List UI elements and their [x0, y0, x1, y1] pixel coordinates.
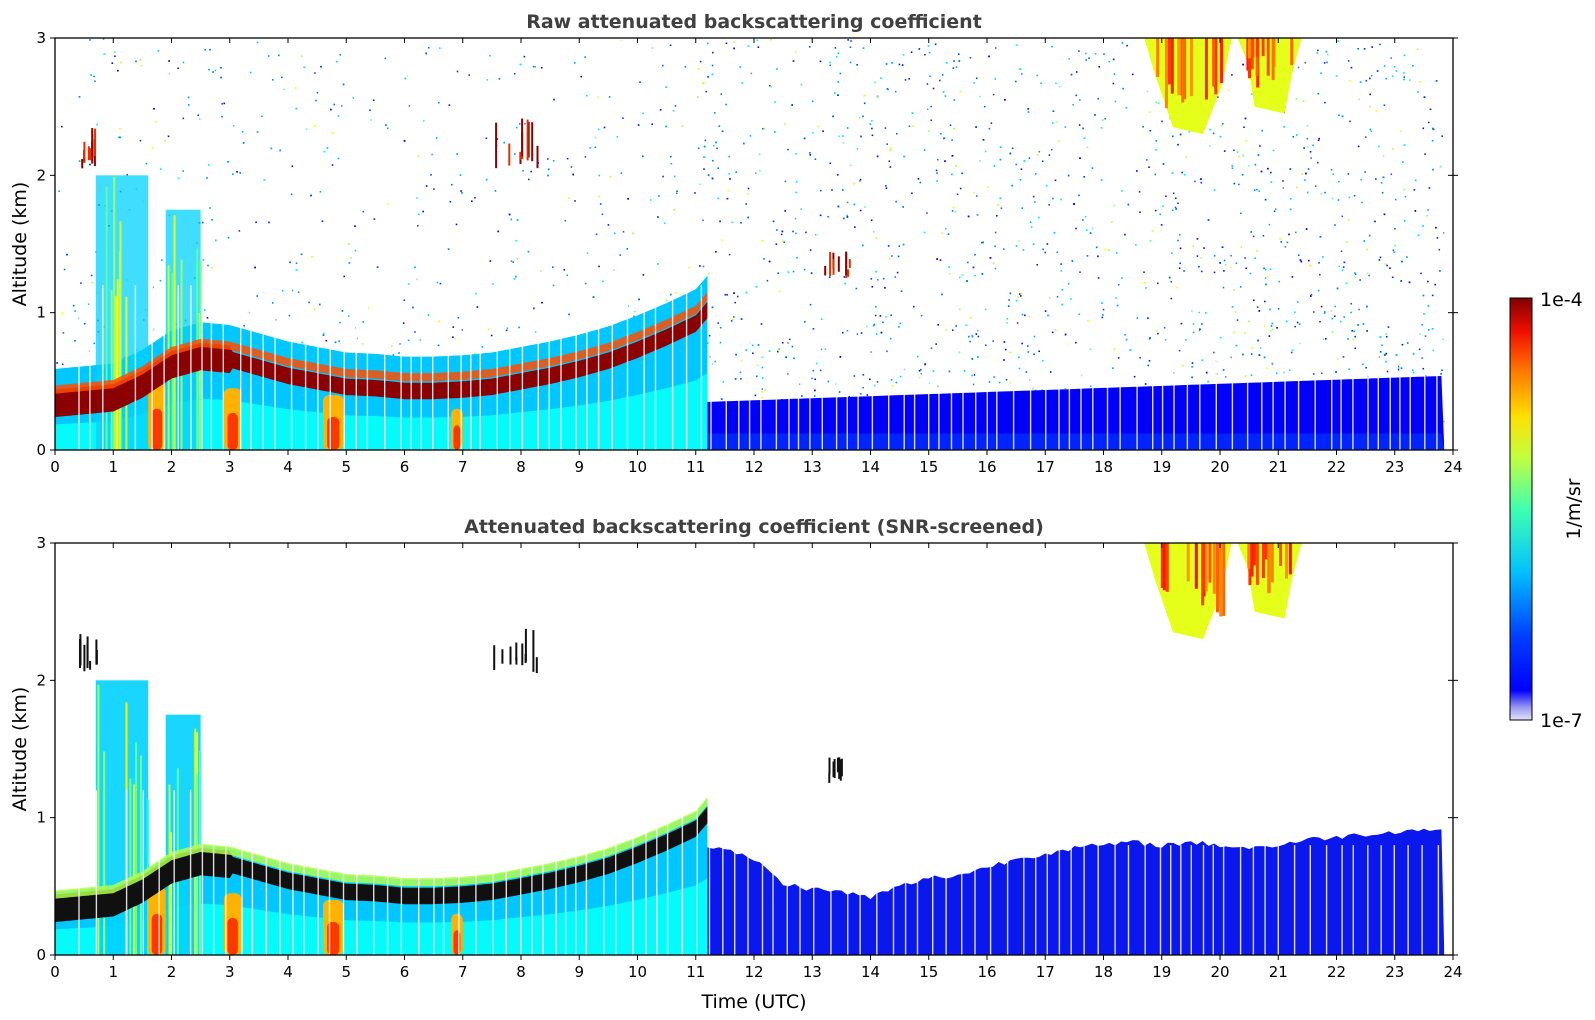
boundary-layer-top-fringe	[55, 292, 708, 394]
x-tick-label: 14	[861, 963, 880, 981]
x-tick-label: 4	[283, 963, 293, 981]
x-tick-label: 4	[283, 458, 293, 476]
panel-raw-ylabel: Altitude (km)	[9, 182, 31, 307]
x-tick-label: 15	[919, 963, 938, 981]
elevated-layer-2	[828, 757, 843, 783]
x-tick-label: 19	[1152, 963, 1171, 981]
x-tick-label: 21	[1269, 963, 1288, 981]
colorbar: 1e-4 1e-7 1/m/sr	[1509, 289, 1585, 732]
x-tick-label: 18	[1094, 963, 1113, 981]
x-tick-label: 3	[225, 963, 235, 981]
x-tick-label: 16	[977, 963, 996, 981]
x-tick-label: 9	[574, 963, 584, 981]
panel-screened-axes: 0 1 2 3 4 5 6 7 8 9 10 11 12 13 14 15 16 17 18 19 20 21 22 23 24…	[36, 534, 1462, 981]
y-tick-label: 0	[36, 946, 46, 964]
x-tick-label: 8	[516, 963, 526, 981]
x-tick-label: 5	[341, 963, 351, 981]
x-tick-label: 24	[1443, 458, 1462, 476]
x-tick-label: 0	[50, 458, 60, 476]
elevated-layer-1	[493, 628, 538, 674]
y-tick-label: 1	[36, 809, 46, 827]
boundary-layer-top	[55, 806, 708, 922]
x-tick-label: 5	[341, 458, 351, 476]
panel-screened-xlabel: Time (UTC)	[700, 991, 806, 1013]
x-tick-label: 1	[108, 458, 118, 476]
no-data-region	[1444, 543, 1453, 955]
panel-raw-plot-area	[55, 38, 1453, 450]
high-cloud-0	[1144, 543, 1232, 640]
x-tick-label: 10	[628, 963, 647, 981]
screened-night-aerosol	[707, 828, 1445, 955]
colorbar-gradient	[1509, 297, 1533, 721]
y-tick-label: 2	[36, 671, 46, 689]
x-tick-label: 17	[1036, 458, 1055, 476]
y-tick-label: 3	[36, 29, 46, 47]
x-tick-label: 21	[1269, 458, 1288, 476]
plume-1	[165, 209, 201, 450]
data-gaps	[78, 285, 1438, 450]
x-tick-label: 6	[400, 963, 410, 981]
colorbar-label: 1/m/sr	[1563, 478, 1585, 539]
x-tick-label: 6	[400, 458, 410, 476]
x-tick-label: 24	[1443, 963, 1462, 981]
panel-screened-title: Attenuated backscattering coefficient (S…	[464, 516, 1044, 538]
x-tick-label: 12	[744, 458, 763, 476]
x-tick-label: 0	[50, 963, 60, 981]
x-tick-label: 16	[977, 458, 996, 476]
elevated-layer-2	[824, 251, 851, 279]
night-surface-layer	[707, 433, 1445, 450]
x-tick-label: 2	[167, 458, 177, 476]
colorbar-max-label: 1e-4	[1540, 289, 1583, 311]
x-tick-label: 2	[167, 963, 177, 981]
x-tick-label: 17	[1036, 963, 1055, 981]
x-tick-label: 22	[1327, 458, 1346, 476]
x-tick-label: 9	[574, 458, 584, 476]
y-tick-label: 0	[36, 441, 46, 459]
panel-screened: Attenuated backscattering coefficient (S…	[9, 516, 1463, 1013]
x-tick-label: 15	[919, 458, 938, 476]
no-data-region	[1444, 38, 1453, 450]
x-tick-label: 10	[628, 458, 647, 476]
near-surface-aerosol	[55, 878, 708, 955]
colorbar-min-label: 1e-7	[1540, 710, 1583, 732]
x-tick-label: 7	[458, 963, 468, 981]
night-aerosol-layer	[707, 376, 1445, 450]
panel-raw-axes: 0 1 2 3 4 5 6 7 8 9 10 11 12 13 14 15 16 17 18 19 20 21 22 23 24…	[36, 29, 1462, 476]
x-tick-label: 20	[1210, 963, 1229, 981]
x-tick-label: 22	[1327, 963, 1346, 981]
high-cloud-1	[1237, 543, 1302, 619]
y-tick-label: 1	[36, 304, 46, 322]
panel-screened-plot-area	[55, 543, 1453, 955]
x-tick-label: 14	[861, 458, 880, 476]
x-tick-label: 13	[803, 963, 822, 981]
y-tick-label: 3	[36, 534, 46, 552]
x-tick-label: 19	[1152, 458, 1171, 476]
x-tick-label: 8	[516, 458, 526, 476]
elevated-layer-1	[495, 118, 539, 169]
x-tick-label: 23	[1385, 458, 1404, 476]
boundary-layer-top-fringe	[55, 797, 708, 899]
x-tick-label: 13	[803, 458, 822, 476]
elevated-layer-0	[81, 128, 97, 169]
elevated-layer-0	[79, 634, 98, 672]
x-tick-label: 7	[458, 458, 468, 476]
near-surface-aerosol	[55, 373, 708, 450]
high-cloud-1	[1237, 38, 1302, 114]
data-gaps	[78, 790, 1440, 955]
boundary-layer-top	[55, 301, 708, 417]
x-tick-label: 1	[108, 963, 118, 981]
x-tick-label: 12	[744, 963, 763, 981]
x-tick-label: 20	[1210, 458, 1229, 476]
x-tick-label: 23	[1385, 963, 1404, 981]
y-tick-label: 2	[36, 166, 46, 184]
high-cloud-0	[1144, 38, 1232, 135]
x-tick-label: 11	[686, 963, 705, 981]
panel-screened-ylabel: Altitude (km)	[9, 687, 31, 812]
x-tick-label: 11	[686, 458, 705, 476]
x-tick-label: 3	[225, 458, 235, 476]
panel-raw-title: Raw attenuated backscattering coefficien…	[526, 11, 982, 33]
x-tick-label: 18	[1094, 458, 1113, 476]
panel-raw: Raw attenuated backscattering coefficien…	[9, 11, 1463, 476]
